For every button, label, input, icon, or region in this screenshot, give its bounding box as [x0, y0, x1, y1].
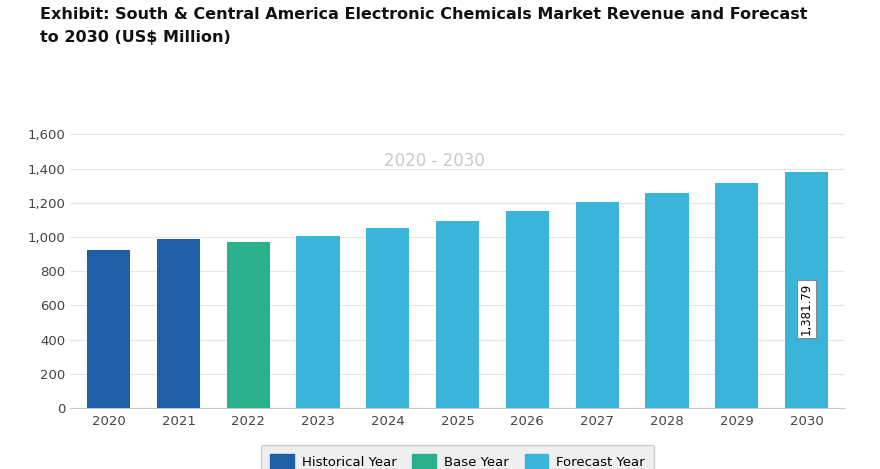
Legend: Historical Year, Base Year, Forecast Year: Historical Year, Base Year, Forecast Yea… [261, 445, 654, 469]
Bar [87, 250, 130, 408]
Bar [785, 172, 828, 408]
Text: Exhibit: South & Central America Electronic Chemicals Market Revenue and Forecas: Exhibit: South & Central America Electro… [40, 7, 807, 22]
Bar [157, 239, 200, 408]
Bar [436, 221, 480, 408]
Bar [506, 212, 549, 408]
Bar [715, 183, 759, 408]
Bar [227, 242, 270, 408]
Bar [297, 236, 340, 408]
Bar [366, 228, 409, 408]
Text: 2020 - 2030: 2020 - 2030 [384, 152, 485, 170]
Bar [576, 202, 619, 408]
Bar [645, 193, 688, 408]
Text: to 2030 (US$ Million): to 2030 (US$ Million) [40, 30, 231, 45]
Text: 1,381.79: 1,381.79 [800, 283, 813, 335]
